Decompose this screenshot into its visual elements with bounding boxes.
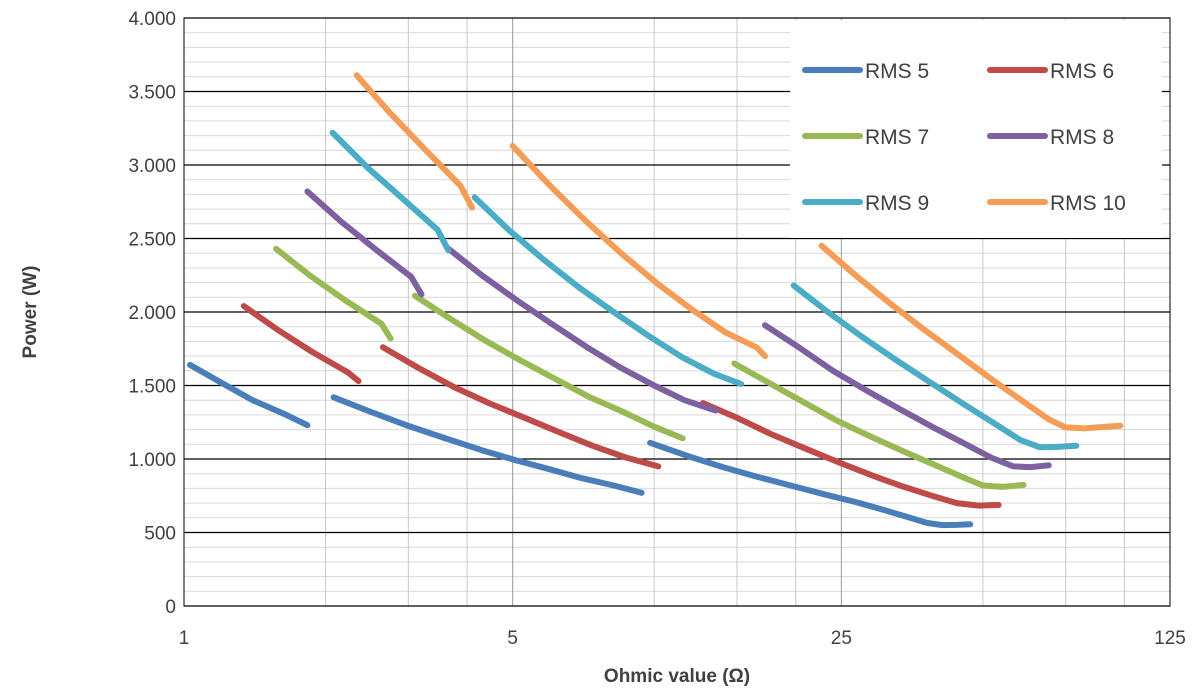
y-tick-label: 1.500 — [128, 377, 176, 398]
x-tick-label: 125 — [1154, 628, 1186, 649]
y-tick-label: 4.000 — [128, 9, 176, 30]
series-line-segment — [509, 142, 768, 360]
legend-label: RMS 6 — [1050, 60, 1114, 83]
x-tick-label: 1 — [179, 628, 190, 649]
legend: RMS 5 RMS 6 RMS 7 RMS 8 RMS 9 RMS 10 — [790, 20, 1162, 238]
series-rms-7 — [273, 245, 1027, 490]
legend-label: RMS 10 — [1050, 192, 1126, 215]
series-line-segment — [330, 394, 645, 496]
y-axis-title: Power (W) — [20, 266, 41, 359]
legend-label: RMS 5 — [865, 60, 929, 83]
series-line-segment — [818, 242, 1124, 432]
x-tick-label: 25 — [831, 628, 852, 649]
y-tick-label: 2.000 — [128, 303, 176, 324]
series-line-segment — [443, 244, 719, 414]
y-tick-labels: 0 500 1.000 1.500 2.000 2.500 3.000 3.500 4.000 — [128, 9, 176, 618]
series-line-segment — [471, 194, 745, 387]
series-rms-6 — [240, 303, 1002, 509]
series-line-segment — [380, 344, 662, 470]
series-layer — [187, 72, 1124, 529]
x-tick-labels: 1 5 25 125 — [179, 628, 1186, 649]
series-line-segment — [329, 129, 452, 254]
series-line-segment — [762, 322, 1052, 471]
legend-label: RMS 9 — [865, 192, 929, 215]
series-rms-9 — [329, 129, 1080, 451]
plot-frame — [183, 17, 1171, 607]
y-tick-label: 500 — [144, 524, 176, 545]
y-tick-label: 0 — [165, 597, 176, 618]
x-tick-label: 5 — [507, 628, 518, 649]
x-axis-title: Ohmic value (Ω) — [604, 666, 750, 687]
series-line-segment — [240, 303, 362, 385]
minor-grid — [184, 18, 1170, 606]
series-line-segment — [700, 400, 1002, 509]
y-tick-label: 1.000 — [128, 450, 176, 471]
series-line-segment — [790, 282, 1080, 451]
series-line-segment — [731, 360, 1027, 490]
series-line-segment — [187, 361, 311, 429]
series-line-segment — [353, 72, 476, 211]
y-tick-label: 3.500 — [128, 83, 176, 104]
series-line-segment — [647, 439, 974, 529]
series-rms-5 — [187, 361, 974, 529]
series-rms-10 — [353, 72, 1124, 432]
y-tick-label: 2.500 — [128, 230, 176, 251]
legend-label: RMS 8 — [1050, 126, 1114, 149]
series-line-segment — [304, 188, 425, 298]
series-rms-8 — [304, 188, 1052, 471]
legend-label: RMS 7 — [865, 126, 929, 149]
series-line-segment — [412, 292, 686, 442]
y-tick-label: 3.000 — [128, 156, 176, 177]
series-line-segment — [273, 245, 394, 342]
